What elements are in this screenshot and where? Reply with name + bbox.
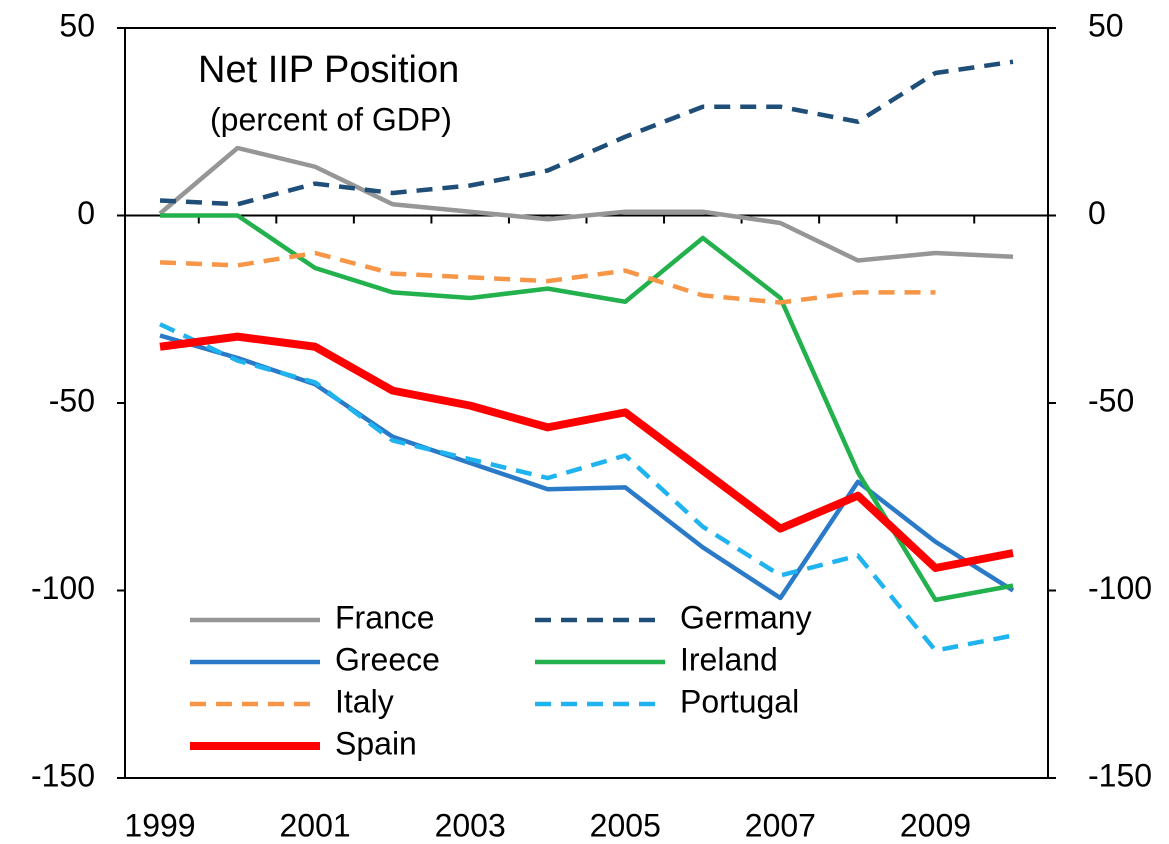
legend-label: Portugal [680, 683, 799, 719]
y-tick-label: 0 [77, 195, 95, 231]
series-line [158, 145, 1014, 263]
x-tick-label: 2009 [900, 807, 971, 843]
x-tick-label: 1999 [124, 807, 195, 843]
legend-label: France [335, 599, 435, 635]
chart-title: Net IIP Position [198, 49, 459, 91]
y-tick-label: -100 [31, 570, 95, 606]
legend-label: Spain [335, 725, 417, 761]
legend-label: Greece [335, 641, 440, 677]
series-line [159, 59, 1014, 207]
y-tick-label: -150 [31, 757, 95, 793]
x-tick-label: 2007 [745, 807, 816, 843]
x-tick-label: 2003 [435, 807, 506, 843]
chart-subtitle: (percent of GDP) [210, 101, 452, 137]
y-tick-label: 50 [59, 7, 95, 43]
legend-label: Ireland [680, 641, 778, 677]
y-tick-label: -50 [49, 382, 95, 418]
series-line [160, 213, 1014, 603]
series-line [159, 250, 936, 305]
series-line [159, 332, 1014, 572]
x-tick-label: 2005 [590, 807, 661, 843]
y2-tick-label: 50 [1088, 7, 1124, 43]
y2-tick-label: 0 [1088, 195, 1106, 231]
plot-frame [124, 27, 1049, 779]
y2-tick-label: -50 [1088, 382, 1134, 418]
legend-label: Italy [335, 683, 394, 719]
y2-tick-label: -150 [1088, 757, 1152, 793]
y2-tick-label: -100 [1088, 570, 1152, 606]
x-tick-label: 2001 [279, 807, 350, 843]
legend-label: Germany [680, 599, 812, 635]
